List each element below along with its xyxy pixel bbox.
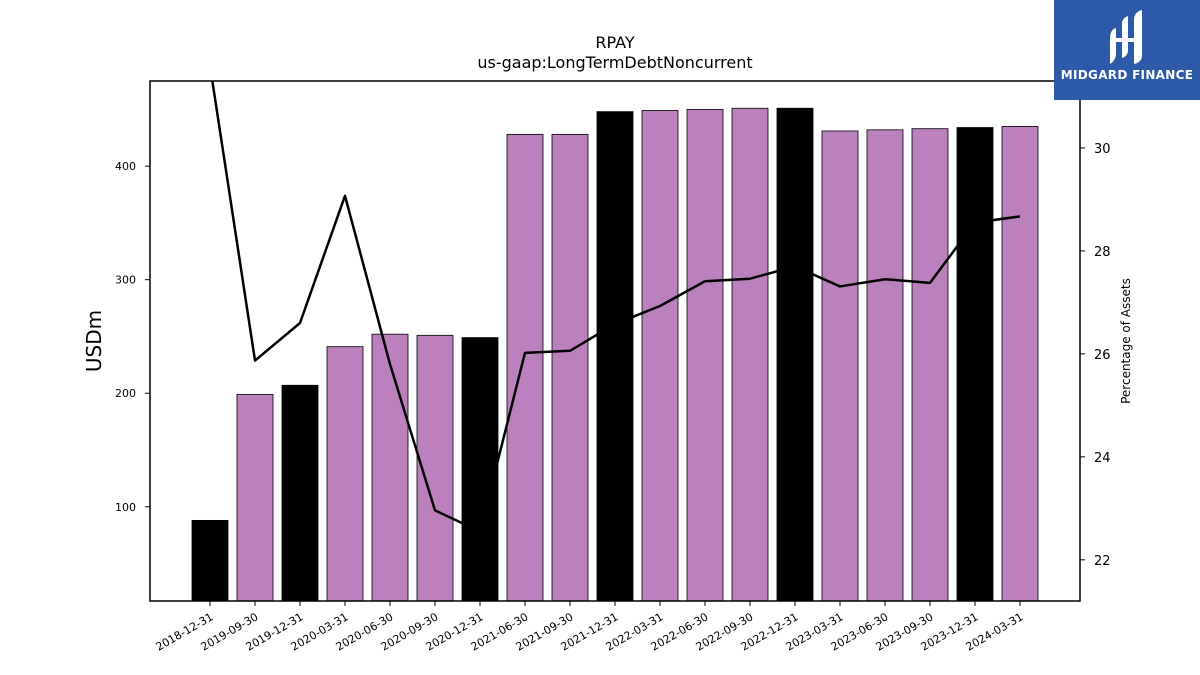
bar-2021-12-31 [596, 111, 634, 602]
y-axis-label-left: USDm [82, 310, 106, 372]
chart-title: RPAY [595, 33, 634, 52]
bar-2020-12-31 [461, 337, 499, 602]
chart-subtitle: us-gaap:LongTermDebtNoncurrent [477, 53, 752, 72]
y-axis-left: 100 200 300 400 [115, 160, 150, 514]
y-tick-label-right: 24 [1094, 451, 1111, 466]
y-tick-label-right: 22 [1094, 554, 1111, 569]
bar-2022-09-30 [731, 107, 769, 602]
bar-2024-03-31 [1001, 126, 1039, 602]
y-tick-label-left: 300 [115, 274, 136, 287]
bar-2021-06-30 [506, 133, 544, 602]
bar-2020-03-31 [326, 346, 364, 602]
bar-2019-12-31 [281, 384, 319, 602]
line-percentage-of-assets [211, 81, 1021, 533]
y-tick-label-right: 26 [1094, 348, 1111, 363]
bar-2022-03-31 [641, 110, 679, 602]
x-axis: 2018-12-312019-09-302019-12-312020-03-31… [154, 601, 1026, 654]
brand-logo: MIDGARD FINANCE [1054, 0, 1200, 100]
bar-2023-06-30 [866, 129, 904, 602]
y-tick-label-left: 200 [115, 387, 136, 400]
y-axis-right: 22 24 26 28 30 [1080, 142, 1111, 569]
bar-2023-03-31 [821, 130, 859, 602]
bar-2023-09-30 [911, 128, 949, 602]
logo-brand-text: MIDGARD FINANCE [1060, 68, 1194, 82]
bar-series [191, 107, 1039, 602]
bar-2021-09-30 [551, 133, 589, 602]
y-tick-label-right: 30 [1094, 142, 1111, 157]
bar-2023-12-31 [956, 127, 994, 602]
y-tick-label-left: 400 [115, 160, 136, 173]
bar-2022-06-30 [686, 108, 724, 602]
bar-2020-06-30 [371, 333, 409, 602]
y-tick-label-left: 100 [115, 501, 136, 514]
line-series [211, 81, 1021, 533]
bar-2019-09-30 [236, 393, 274, 602]
bar-2022-12-31 [776, 107, 814, 602]
y-tick-label-right: 28 [1094, 245, 1111, 260]
y-axis-label-right: Percentage of Assets [1119, 278, 1133, 404]
logo-mark-icon [1110, 10, 1142, 64]
bar-2018-12-31 [191, 519, 229, 602]
